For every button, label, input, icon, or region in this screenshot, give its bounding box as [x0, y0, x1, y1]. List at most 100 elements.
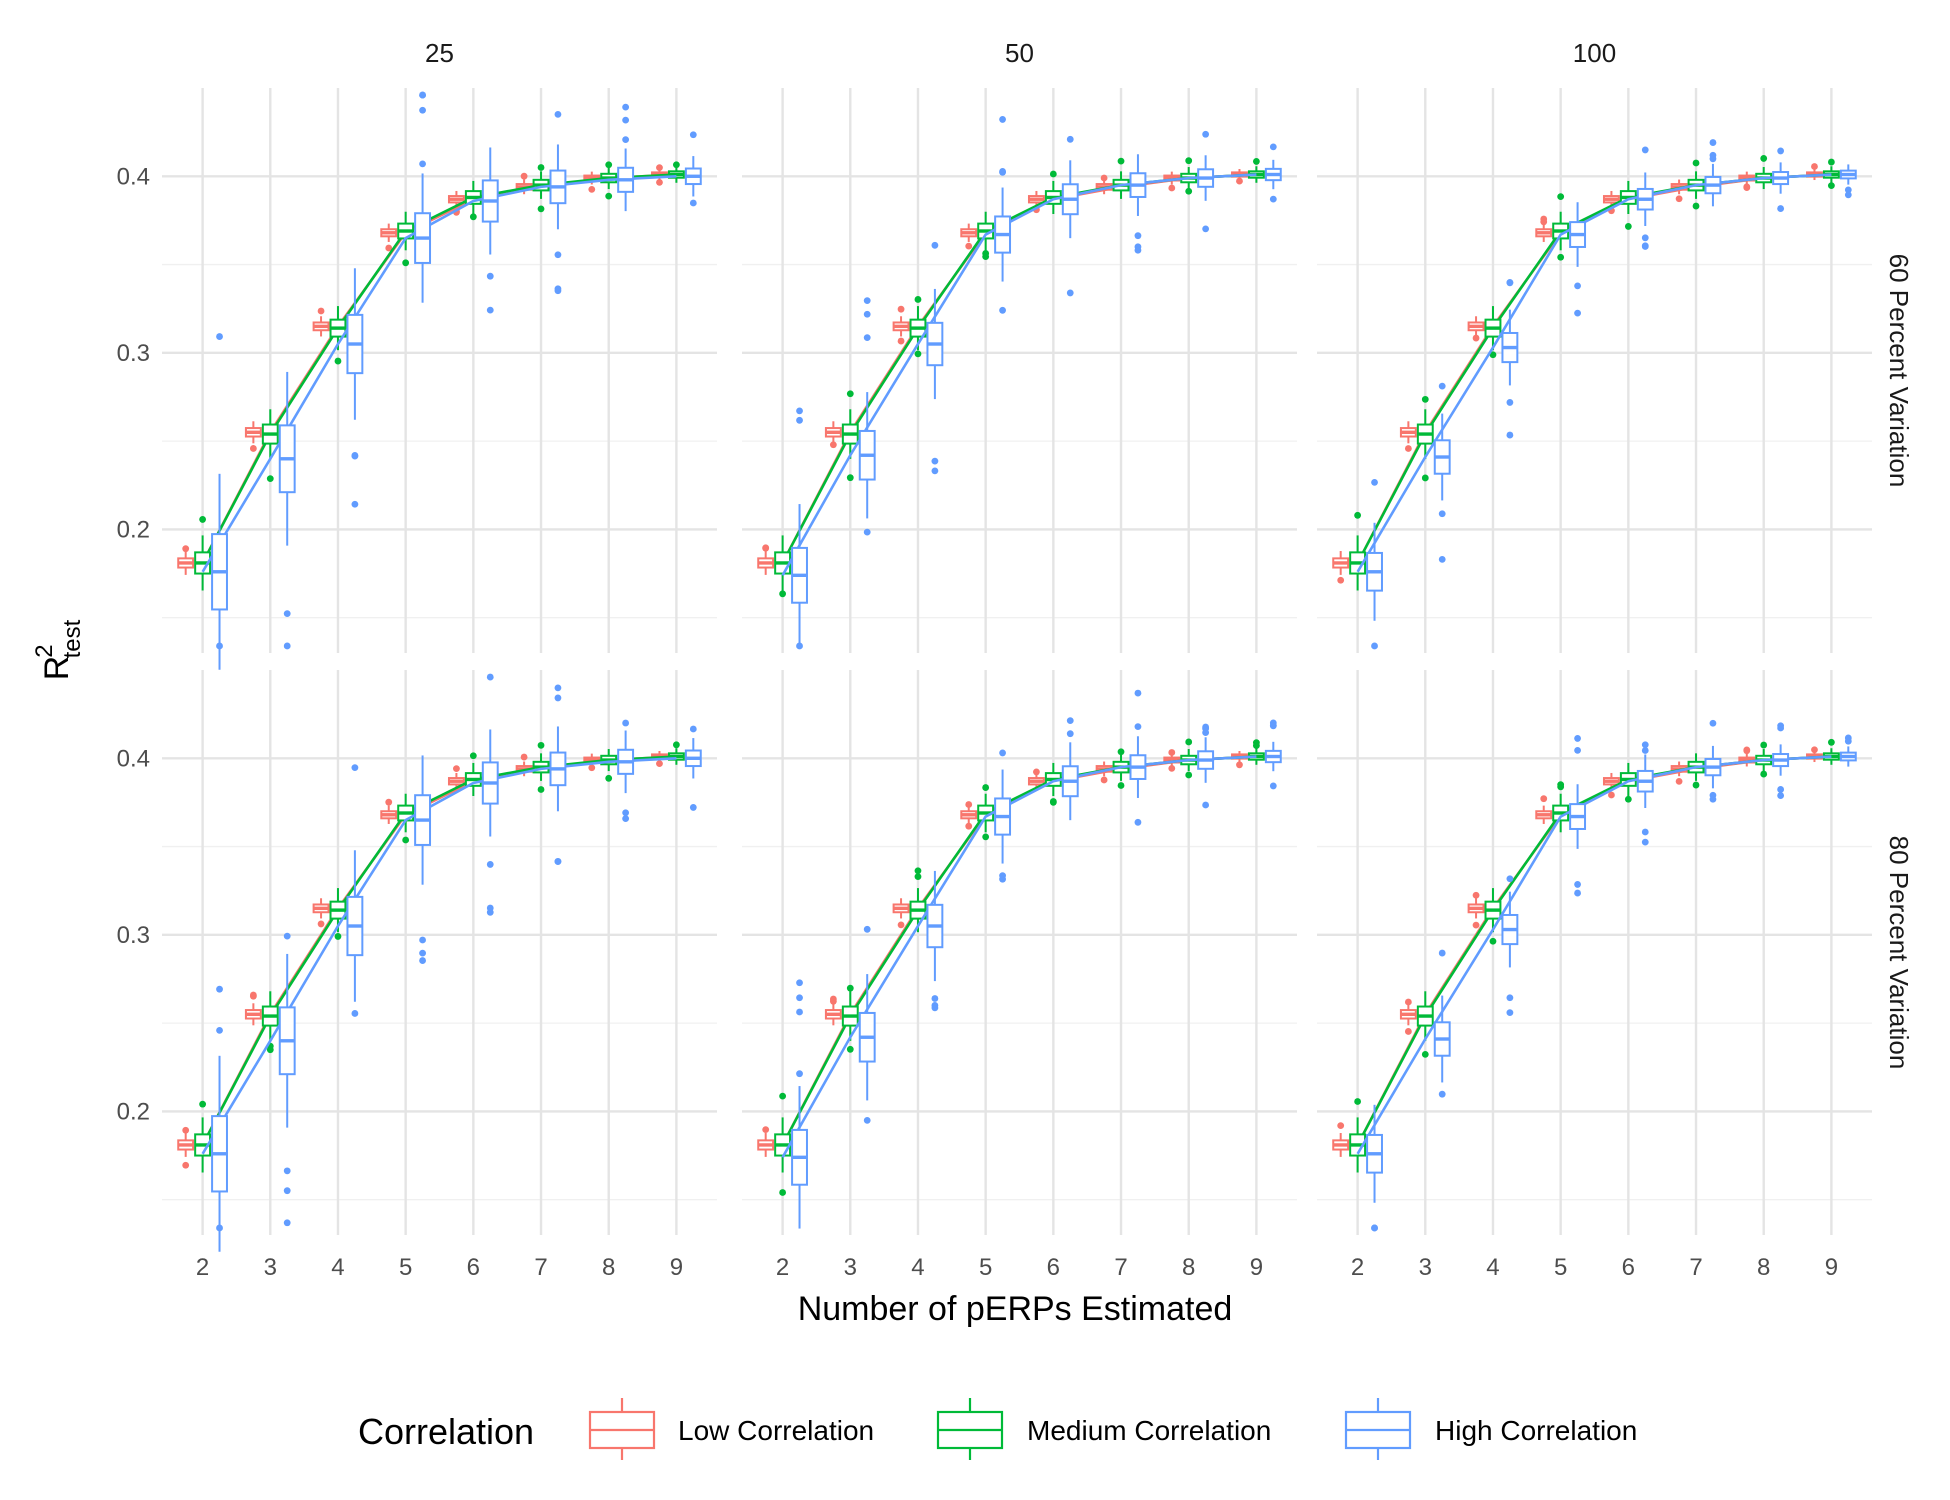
outlier-point — [863, 1116, 871, 1124]
outlier-point — [469, 752, 477, 760]
box-high-correlation — [278, 932, 296, 1227]
box-medium-correlation — [977, 211, 995, 260]
box-high-correlation — [1433, 382, 1451, 563]
outlier-point — [689, 199, 697, 207]
outlier-point — [1168, 764, 1176, 772]
outlier-point — [182, 1161, 190, 1169]
box-medium-correlation — [909, 296, 927, 358]
outlier-point — [1557, 253, 1565, 261]
legend: Correlation Low Correlation Medium Correl… — [358, 1398, 1637, 1460]
outlier-point — [982, 784, 990, 791]
outlier-point — [863, 334, 871, 342]
box-low-correlation — [1535, 795, 1553, 824]
series-line-1 — [1356, 173, 1832, 564]
x-tick-label: 7 — [534, 1254, 547, 1281]
box-low-correlation — [380, 223, 398, 252]
outlier-point — [1506, 279, 1514, 287]
outlier-point — [914, 867, 922, 875]
series-line-2 — [1356, 173, 1832, 573]
outlier-point — [216, 333, 223, 340]
box-low-correlation — [1467, 891, 1485, 929]
series-line-1 — [781, 755, 1257, 1146]
outlier-point — [1185, 157, 1193, 165]
outlier-point — [622, 103, 630, 111]
box-high-correlation — [1366, 1104, 1383, 1232]
outlier-point — [897, 305, 905, 313]
outlier-point — [689, 804, 697, 811]
outlier-point — [588, 764, 596, 772]
box-high-correlation — [278, 371, 296, 650]
outlier-point — [796, 994, 803, 1002]
outlier-point — [829, 441, 837, 449]
outlier-point — [1506, 399, 1514, 406]
outlier-point — [965, 242, 973, 250]
outlier-point — [1777, 147, 1785, 155]
box-low-correlation — [177, 1126, 195, 1169]
box-high-correlation — [1569, 735, 1587, 897]
outlier-point — [1624, 223, 1632, 230]
outlier-point — [537, 786, 545, 793]
outlier-point — [520, 172, 528, 180]
outlier-point — [554, 251, 562, 259]
outlier-point — [419, 160, 426, 168]
outlier-point — [1438, 382, 1446, 390]
outlier-point — [1472, 921, 1480, 929]
outlier-point — [672, 741, 680, 749]
outlier-point — [846, 390, 854, 398]
outlier-point — [1709, 139, 1717, 146]
box-medium-correlation — [600, 161, 618, 200]
outlier-point — [1777, 786, 1785, 793]
y-axis-title: R2test — [31, 619, 86, 680]
outlier-point — [537, 741, 545, 749]
outlier-point — [762, 544, 770, 552]
box-medium-correlation — [1416, 395, 1434, 482]
box-medium-correlation — [194, 516, 212, 591]
outlier-point — [931, 457, 939, 465]
outlier-point — [897, 337, 905, 345]
box-low-correlation — [1231, 751, 1248, 769]
x-tick-label: 3 — [844, 1254, 857, 1281]
outlier-point — [1337, 576, 1345, 584]
box-low-correlation — [960, 801, 978, 830]
box-high-correlation — [414, 91, 432, 303]
x-tick-label: 5 — [979, 1254, 992, 1281]
box-medium-correlation — [1112, 157, 1130, 199]
outlier-point — [216, 985, 223, 993]
outlier-point — [796, 642, 803, 650]
outlier-point — [1168, 749, 1176, 756]
box-low-correlation — [1535, 215, 1553, 242]
outlier-point — [1049, 798, 1057, 805]
outlier-point — [1438, 510, 1446, 518]
outlier-point — [1202, 801, 1210, 809]
outlier-point — [537, 164, 545, 171]
box-high-correlation — [1129, 689, 1147, 826]
outlier-point — [863, 925, 871, 933]
outlier-point — [1506, 994, 1514, 1002]
outlier-point — [1760, 770, 1768, 778]
box-high-correlation — [1839, 164, 1857, 199]
outlier-point — [982, 833, 990, 841]
outlier-point — [1404, 998, 1412, 1006]
box-high-correlation — [926, 870, 944, 1012]
outlier-point — [283, 642, 291, 650]
y-tick-label: 0.2 — [117, 516, 150, 543]
outlier-point — [1185, 738, 1193, 746]
outlier-point — [554, 694, 562, 702]
outlier-point — [622, 136, 630, 144]
box-low-correlation — [1806, 746, 1823, 763]
outlier-point — [1033, 768, 1040, 776]
outlier-point — [1506, 875, 1514, 883]
outlier-point — [796, 1070, 803, 1078]
box-low-correlation — [312, 898, 330, 928]
box-high-correlation — [617, 103, 635, 212]
outlier-point — [1675, 777, 1683, 785]
outlier-point — [1066, 730, 1074, 738]
outlier-point — [1269, 195, 1277, 203]
facet-row-label: 60 Percent Variation — [1884, 254, 1914, 488]
outlier-point — [1404, 1028, 1412, 1035]
box-low-correlation — [1467, 316, 1485, 342]
outlier-point — [1827, 182, 1835, 190]
outlier-point — [914, 350, 922, 358]
outlier-point — [914, 296, 922, 303]
